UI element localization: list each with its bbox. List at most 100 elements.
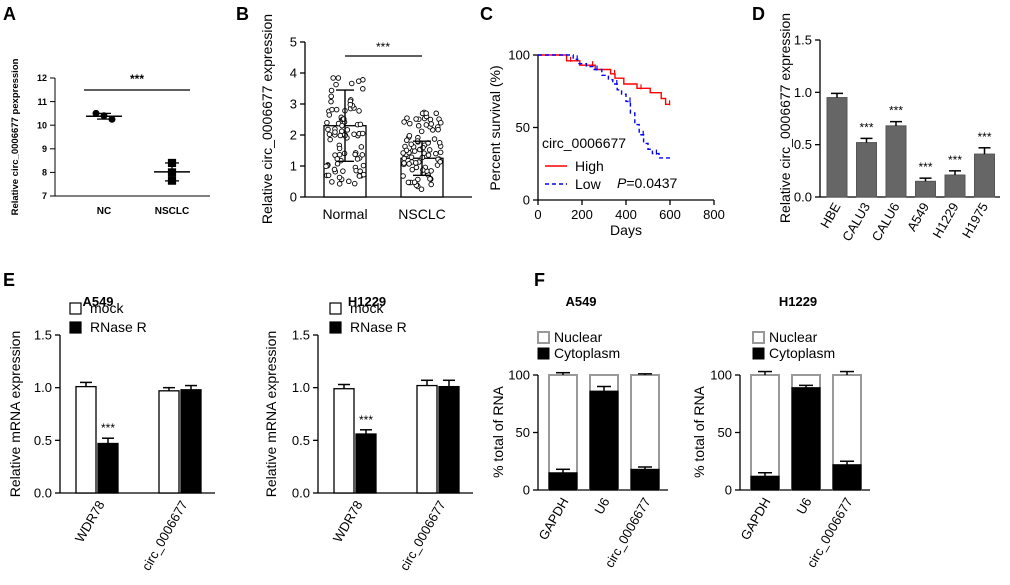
data-point	[435, 126, 441, 133]
data-point	[409, 166, 416, 173]
data-point	[404, 115, 410, 121]
data-point	[411, 148, 418, 154]
data-point	[100, 112, 108, 120]
data-point	[324, 119, 330, 126]
data-point	[355, 78, 362, 84]
bar-rnase-r	[355, 433, 377, 494]
y-axis-label: Relative mRNA expression	[7, 331, 23, 498]
data-point	[400, 150, 406, 156]
x-axis-label: Days	[610, 222, 642, 238]
y-tick-label: 0.0	[794, 190, 812, 205]
data-point	[357, 168, 363, 174]
y-tick-label: 1.0	[292, 380, 310, 395]
y-axis-label: Percent survival (%)	[487, 65, 503, 190]
data-point	[347, 101, 354, 108]
data-point	[351, 180, 358, 187]
panel-letter-d: D	[752, 4, 765, 24]
panel-letter-c: C	[480, 4, 493, 24]
x-tick-label: WDR78	[72, 498, 108, 545]
data-point	[415, 123, 422, 129]
bar-cytoplasm	[630, 468, 660, 491]
data-point	[331, 166, 338, 173]
data-point	[400, 173, 406, 179]
bar-mock	[158, 390, 180, 494]
data-point	[351, 131, 357, 137]
data-point	[92, 109, 100, 117]
significance-stars: ***	[130, 72, 144, 86]
data-point	[423, 122, 430, 128]
legend-swatch-rnase	[69, 321, 82, 334]
y-tick-label: 1.5	[794, 33, 812, 48]
x-tick-label: NSCLC	[155, 206, 189, 217]
data-point	[325, 172, 332, 179]
y-tick-label: 50	[516, 120, 530, 135]
data-point	[334, 161, 341, 167]
legend-swatch-mock	[329, 302, 342, 315]
x-tick-label: GAPDH	[737, 495, 773, 543]
data-point	[406, 161, 412, 167]
data-point	[340, 168, 346, 174]
legend-label-rnase: RNase R	[90, 319, 147, 335]
data-point	[344, 127, 351, 133]
data-point	[329, 106, 335, 113]
y-tick-label: 9	[42, 144, 47, 154]
data-point	[335, 75, 342, 81]
data-point	[359, 130, 366, 137]
x-tick-label: CALU6	[869, 200, 903, 244]
significance-stars: ***	[101, 421, 115, 435]
x-tick-label: 400	[615, 207, 637, 222]
data-point	[328, 87, 335, 94]
bar	[885, 125, 907, 198]
x-tick-label: 0	[534, 207, 541, 222]
data-point	[328, 98, 334, 105]
x-tick-label: WDR78	[330, 498, 366, 545]
significance-stars: ***	[359, 413, 373, 427]
y-tick-label: 1.0	[34, 380, 52, 395]
y-tick-label: 11	[37, 97, 47, 107]
data-point	[328, 93, 334, 100]
y-tick-label: 100	[508, 48, 530, 63]
p-value-number: =0.0437	[626, 175, 677, 191]
legend-label-low: Low	[575, 176, 602, 192]
bar	[856, 142, 877, 198]
panel-letter-b: B	[236, 4, 249, 24]
x-tick-label: H1975	[959, 200, 991, 241]
y-tick-label: 1.5	[34, 328, 52, 343]
data-point	[360, 86, 366, 92]
data-point	[433, 150, 439, 157]
data-point	[332, 129, 338, 135]
data-point	[433, 110, 439, 117]
data-point	[356, 173, 363, 179]
data-point	[406, 132, 413, 139]
survival-curve-high	[538, 54, 670, 105]
bar-mock	[333, 388, 355, 494]
data-point	[413, 160, 419, 166]
panel-title: H1229	[779, 294, 817, 309]
data-point	[408, 141, 414, 147]
data-point	[337, 132, 344, 139]
bar-mock	[75, 385, 97, 494]
bar-cytoplasm	[750, 475, 780, 491]
legend-label-cytoplasm: Cytoplasm	[769, 345, 835, 361]
data-point	[407, 120, 413, 127]
y-tick-label: 0	[523, 483, 530, 498]
data-point	[438, 119, 444, 126]
y-axis-label: % total of RNA	[490, 385, 506, 477]
data-point	[167, 176, 177, 185]
y-axis-label: Relative circ_0006677 expression	[259, 14, 275, 224]
data-point	[359, 152, 366, 158]
panel-title: A549	[82, 294, 113, 309]
significance-stars: ***	[376, 40, 390, 54]
significance-stars: ***	[918, 160, 932, 174]
y-tick-label: 100	[508, 368, 530, 383]
p-value-symbol: P	[617, 175, 627, 191]
data-point	[360, 162, 367, 169]
legend-label-rnase: RNase R	[350, 319, 407, 335]
x-tick-label: HBE	[817, 200, 844, 231]
data-point	[108, 115, 116, 123]
significance-stars: ***	[948, 153, 962, 167]
y-tick-label: 0.5	[34, 433, 52, 448]
y-tick-label: 0.5	[794, 137, 812, 152]
x-tick-label: 600	[659, 207, 681, 222]
